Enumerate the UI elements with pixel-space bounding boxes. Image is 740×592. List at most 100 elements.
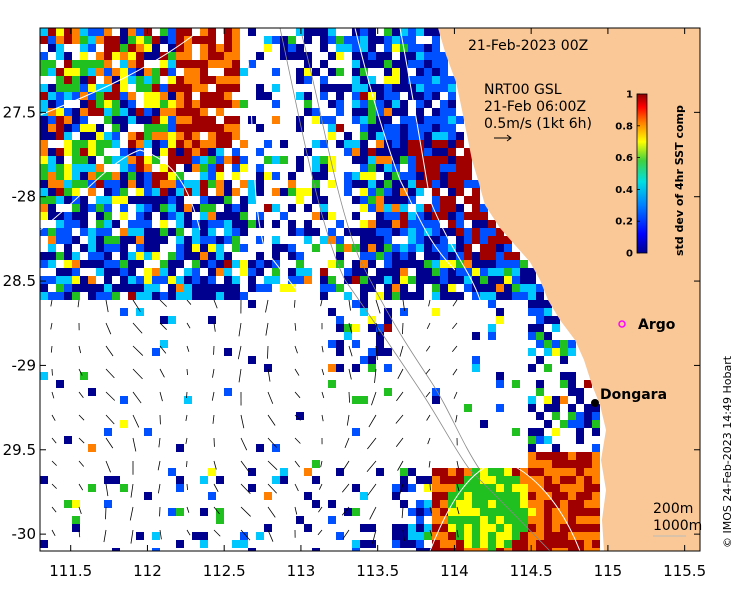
sst-cell [80,172,88,180]
sst-cell [48,108,56,116]
sst-cell [488,492,496,500]
sst-cell [336,324,344,332]
sst-cell [176,252,184,260]
sst-cell [368,236,376,244]
current-vector-arrow [78,483,84,491]
sst-cell [344,244,352,252]
current-vector-arrow [51,437,57,444]
sst-cell [456,292,464,300]
sst-cell [56,236,64,244]
current-vector-arrow [429,483,431,491]
current-vector-arrow [267,529,274,542]
sst-cell [560,356,568,364]
sst-cell [568,404,576,412]
sst-cell [168,164,176,172]
sst-cell [456,468,464,476]
sst-cell [264,172,272,180]
sst-cell [72,164,80,172]
current-vector-arrow [265,322,269,336]
sst-cell [440,196,448,204]
sst-cell [368,76,376,84]
sst-cell [336,340,344,348]
sst-cell [480,420,488,428]
sst-cell [496,404,504,412]
sst-cell [184,68,192,76]
sst-cell [192,164,200,172]
sst-cell [592,444,600,452]
sst-cell [328,164,336,172]
sst-cell [176,228,184,236]
sst-cell [176,220,184,228]
sst-cell [520,548,528,551]
sst-cell [328,28,336,36]
sst-cell [528,468,536,476]
current-vector-arrow [159,299,167,307]
sst-cell [184,396,192,404]
sst-cell [392,196,400,204]
sst-cell [192,252,200,260]
sst-cell [320,36,328,44]
current-vector-arrow [51,391,55,399]
sst-cell [312,172,320,180]
sst-cell [592,540,600,548]
sst-cell [224,188,232,196]
sst-cell [400,196,408,204]
sst-cell [392,76,400,84]
sst-cell [416,132,424,140]
sst-cell [520,484,528,492]
sst-cell [344,172,352,180]
sst-cell [512,268,520,276]
sst-cell [152,76,160,84]
sst-cell [568,508,576,516]
sst-cell [432,156,440,164]
sst-cell [176,196,184,204]
sst-cell [400,84,408,92]
sst-cell [440,540,448,548]
sst-cell [40,164,48,172]
sst-cell [384,260,392,268]
sst-cell [88,68,96,76]
sst-cell [416,172,424,180]
sst-cell [112,140,120,148]
sst-cell [440,492,448,500]
sst-cell [160,140,168,148]
sst-cell [344,292,352,300]
sst-cell [408,252,416,260]
sst-cell [432,508,440,516]
sst-cell [80,284,88,292]
sst-cell [440,204,448,212]
sst-cell [328,100,336,108]
sst-cell [96,204,104,212]
sst-cell [544,500,552,508]
sst-cell [240,540,248,548]
sst-cell [352,428,360,436]
sst-cell [384,348,392,356]
sst-cell [56,116,64,124]
sst-cell [168,52,176,60]
sst-cell [248,300,256,308]
sst-cell [512,284,520,292]
sst-cell [584,452,592,460]
current-vector-arrow [186,460,188,468]
sst-cell [416,476,424,484]
sst-cell [176,124,184,132]
sst-cell [224,388,232,396]
sst-cell [336,36,344,44]
sst-cell [360,44,368,52]
sst-cell [48,196,56,204]
sst-cell [160,180,168,188]
sst-cell [224,228,232,236]
sst-cell [144,68,152,76]
sst-cell [552,532,560,540]
sst-cell [80,164,88,172]
sst-cell [376,100,384,108]
sst-cell [336,260,344,268]
sst-cell [368,228,376,236]
sst-cell [200,60,208,68]
sst-cell [480,252,488,260]
sst-cell [488,484,496,492]
sst-cell [104,244,112,252]
sst-cell [576,548,584,551]
sst-cell [592,492,600,500]
sst-cell [208,148,216,156]
